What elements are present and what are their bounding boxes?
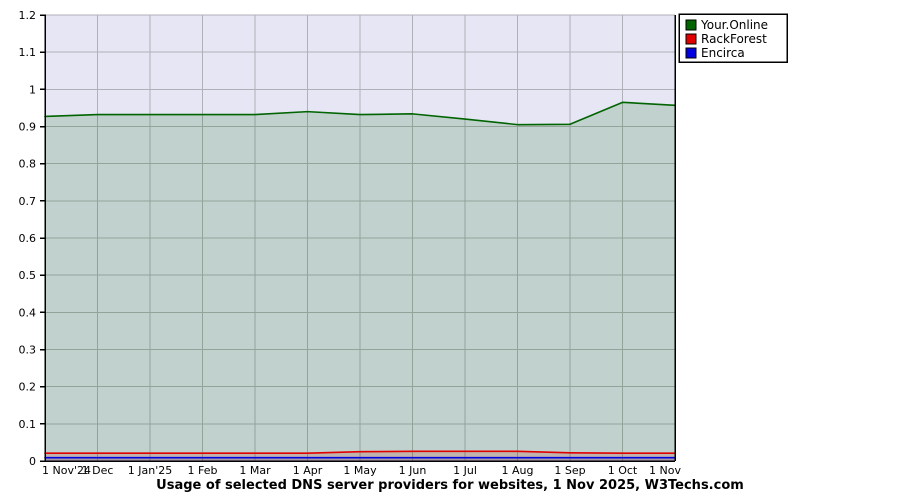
y-axis-tick-label: 0.8 <box>19 158 37 171</box>
x-axis-tick-label: 1 Dec <box>82 464 114 477</box>
y-axis-tick-label: 0.2 <box>19 381 37 394</box>
x-gridlines <box>97 15 623 461</box>
legend-box <box>678 13 788 63</box>
x-axis-tick-label: 1 Mar <box>239 464 271 477</box>
y-axis-tick-label: 0.7 <box>19 195 37 208</box>
x-axis-tick-label: 1 Oct <box>608 464 638 477</box>
series-areas <box>45 102 675 461</box>
x-axis-tick-labels: 1 Nov'241 Dec 1 Jan'25 1 Feb 1 Mar 1 Apr 1 Ma… <box>42 464 681 477</box>
series-line-rackforest <box>45 451 675 453</box>
y-axis-tick-label: 0.3 <box>19 344 37 357</box>
chart-title: Usage of selected DNS server providers f… <box>156 478 744 493</box>
series-line-your-online <box>45 102 675 124</box>
y-axis-tick-label: 0.4 <box>19 306 37 319</box>
y-axis-tick-label: 1 <box>29 83 36 96</box>
x-axis-tick-label: 1 Jun <box>399 464 427 477</box>
legend-swatch-encirca <box>685 47 697 59</box>
legend-swatch-rackforest <box>685 33 697 45</box>
legend-label-your-online: Your.Online <box>700 18 768 32</box>
y-axis-tick-label: 0 <box>29 455 36 468</box>
series-lines <box>45 102 675 457</box>
x-axis-tick-label: 1 Jul <box>453 464 477 477</box>
y-axis-tick-label: 0.5 <box>19 269 37 282</box>
y-axis-tick-label: 0.6 <box>19 232 37 245</box>
y-axis-tick-label: 1.2 <box>19 9 37 22</box>
x-axis-tick-label: 1 May <box>343 464 377 477</box>
legend-label-encirca: Encirca <box>701 46 745 60</box>
y-axis-tick-label: 0.9 <box>19 121 37 134</box>
series-area-encirca <box>45 457 675 461</box>
x-axis-tick-label: 1 Jan'25 <box>128 464 172 477</box>
y-axis-tick-label: 0.1 <box>19 418 37 431</box>
x-axis-tick-label: 1 Apr <box>293 464 323 477</box>
x-axis-tick-label: 1 Nov'24 <box>42 464 91 477</box>
x-axis-tick-label: 1 Nov <box>649 464 681 477</box>
x-axis-tick-label: 1 Feb <box>188 464 218 477</box>
x-axis-tick-label: 1 Sep <box>554 464 585 477</box>
series-area-your-online <box>45 102 675 461</box>
legend-swatch-your-online <box>685 19 697 31</box>
legend-label-rackforest: RackForest <box>701 32 767 46</box>
y-axis-tick-labels: 0 0.1 0.2 0.3 0.4 0.5 0.6 0.7 0.8 0.9 1 1.1 1.2 <box>19 9 37 468</box>
x-axis-tick-label: 1 Aug <box>502 464 534 477</box>
y-axis-tick-label: 1.1 <box>19 46 37 59</box>
